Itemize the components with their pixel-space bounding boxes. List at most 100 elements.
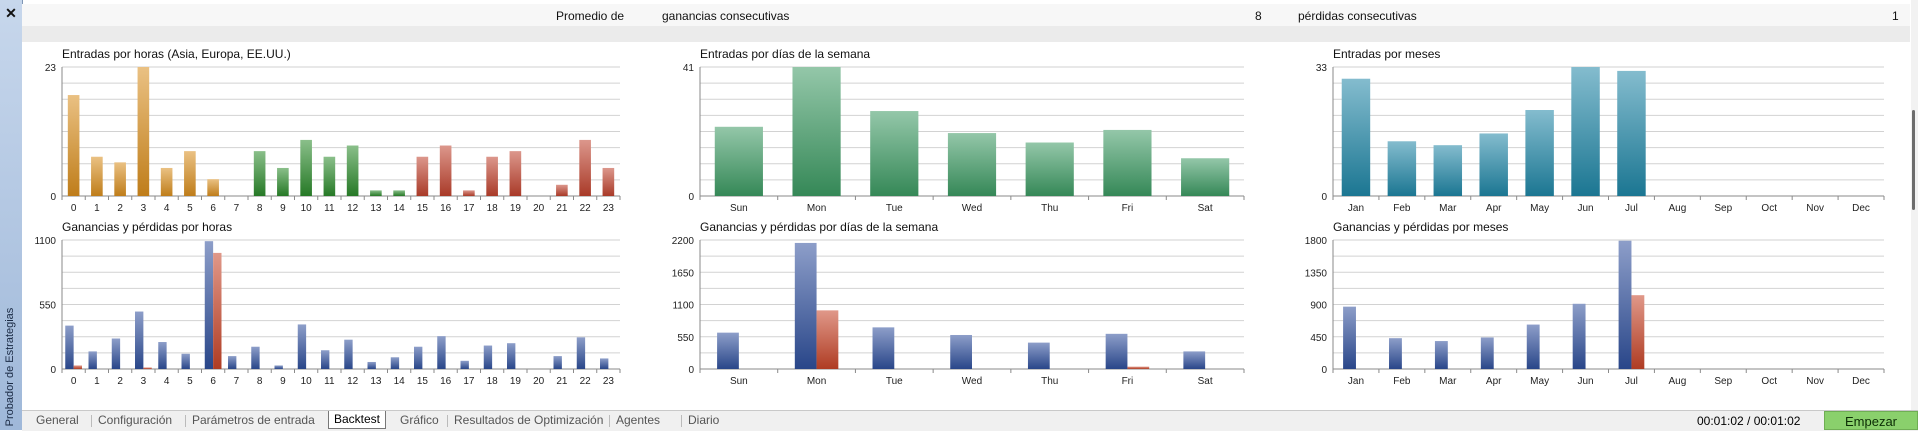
tab-separator — [185, 415, 186, 427]
x-tick-label: 13 — [370, 203, 382, 214]
entries-bar — [207, 179, 219, 196]
x-tick-label: Jan — [1348, 376, 1364, 387]
loss-bar — [213, 252, 222, 369]
profit-bar — [181, 353, 190, 369]
tab-gráfico[interactable]: Gráfico — [400, 413, 439, 427]
elapsed-timer: 00:01:02 / 00:01:02 — [1697, 414, 1801, 428]
tab-general[interactable]: General — [36, 413, 79, 427]
entries-bar — [253, 151, 266, 196]
entries-bar — [137, 67, 150, 196]
x-tick-label: 0 — [71, 376, 77, 387]
profit-bar — [1027, 342, 1050, 369]
x-tick-label: Wed — [962, 203, 982, 214]
x-tick-label: 8 — [257, 203, 263, 214]
y-tick-label: 1350 — [1305, 268, 1328, 279]
x-tick-label: 10 — [301, 203, 313, 214]
entries-bar — [870, 111, 919, 196]
tab-diario[interactable]: Diario — [688, 413, 720, 427]
x-tick-label: 1 — [94, 203, 100, 214]
x-tick-label: 23 — [603, 203, 615, 214]
entries-bar — [1433, 145, 1463, 196]
entries-bar — [463, 190, 475, 196]
x-tick-label: 17 — [463, 203, 475, 214]
x-tick-label: 4 — [164, 203, 170, 214]
entries-bar — [370, 190, 382, 196]
x-tick-label: 6 — [210, 203, 216, 214]
x-tick-label: 18 — [487, 376, 499, 387]
x-tick-label: Thu — [1041, 376, 1058, 387]
entries-bar — [416, 156, 429, 196]
tab-configuración[interactable]: Configuración — [98, 413, 173, 427]
y-tick-label: 1100 — [34, 236, 56, 247]
entries-bar — [439, 145, 452, 196]
profit-bar — [437, 336, 446, 369]
x-tick-label: 16 — [440, 203, 452, 214]
y-tick-label: 1800 — [1305, 236, 1328, 247]
entries-bar — [1103, 129, 1152, 196]
tab-parámetros-de-entrada[interactable]: Parámetros de entrada — [192, 413, 315, 427]
entries-bar — [1571, 67, 1600, 196]
profit-bar — [1618, 240, 1632, 369]
consecutive-summary-row: Promedio de ganancias consecutivas 8 pér… — [22, 4, 1910, 26]
chart-title: Entradas por meses — [1333, 47, 1440, 61]
tab-backtest[interactable]: Backtest — [328, 411, 387, 429]
x-tick-label: Jan — [1348, 203, 1364, 214]
entries-bar — [277, 167, 289, 196]
entries-bar — [579, 139, 591, 196]
y-tick-label: 23 — [45, 63, 57, 74]
profit-bar — [1434, 341, 1448, 369]
entries-bar — [346, 145, 359, 196]
x-tick-label: 1 — [94, 376, 100, 387]
x-tick-label: Feb — [1393, 203, 1411, 214]
x-tick-label: 13 — [370, 376, 382, 387]
y-tick-label: 900 — [1310, 301, 1327, 312]
start-button[interactable]: Empezar — [1824, 411, 1918, 430]
scrollbar-thumb[interactable] — [1912, 110, 1915, 210]
entries-bar — [714, 126, 763, 196]
x-tick-label: Jun — [1577, 203, 1593, 214]
x-tick-label: 7 — [234, 376, 240, 387]
entries-bar — [184, 151, 196, 196]
x-tick-label: Jun — [1577, 376, 1593, 387]
consecutive-wins-label: ganancias consecutivas — [662, 9, 790, 23]
x-tick-label: 9 — [280, 203, 286, 214]
x-tick-label: 16 — [440, 376, 452, 387]
y-tick-label: 0 — [50, 365, 56, 376]
loss-bar — [816, 310, 839, 369]
profit-bar — [344, 339, 353, 369]
x-tick-label: Mar — [1439, 376, 1457, 387]
x-tick-label: Fri — [1122, 376, 1134, 387]
x-tick-label: 22 — [580, 203, 592, 214]
chart-title: Ganancias y pérdidas por horas — [62, 220, 232, 234]
x-tick-label: 2 — [117, 376, 123, 387]
x-tick-label: Fri — [1122, 203, 1134, 214]
loss-bar — [1127, 366, 1150, 369]
close-icon[interactable]: ✕ — [5, 5, 17, 21]
x-tick-label: 2 — [117, 203, 123, 214]
profit-bar — [717, 332, 739, 369]
profit-bar — [1183, 351, 1206, 369]
x-tick-label: Nov — [1806, 376, 1824, 387]
y-tick-label: 0 — [688, 192, 694, 203]
entries-bar — [300, 139, 312, 196]
chart-title: Ganancias y pérdidas por días de la sema… — [700, 220, 938, 234]
x-tick-label: Mon — [807, 203, 826, 214]
x-tick-label: Mar — [1439, 203, 1457, 214]
loss-bar — [143, 367, 152, 369]
tab-separator — [681, 415, 682, 427]
entries-bar — [1025, 142, 1074, 196]
consecutive-losses-value: 1 — [1892, 9, 1899, 23]
entries-bar — [509, 151, 522, 196]
x-tick-label: Wed — [962, 376, 982, 387]
x-tick-label: 6 — [210, 376, 216, 387]
tab-agentes[interactable]: Agentes — [616, 413, 661, 427]
x-tick-label: Sat — [1198, 376, 1213, 387]
x-tick-label: Jul — [1625, 203, 1638, 214]
x-tick-label: 21 — [556, 376, 568, 387]
entries-bar — [323, 156, 336, 196]
loss-bar — [1631, 295, 1645, 369]
x-tick-label: 15 — [417, 376, 429, 387]
entries-bar — [160, 167, 173, 196]
x-tick-label: Sun — [730, 376, 748, 387]
tab-resultados-de-optimización[interactable]: Resultados de Optimización — [454, 413, 604, 427]
